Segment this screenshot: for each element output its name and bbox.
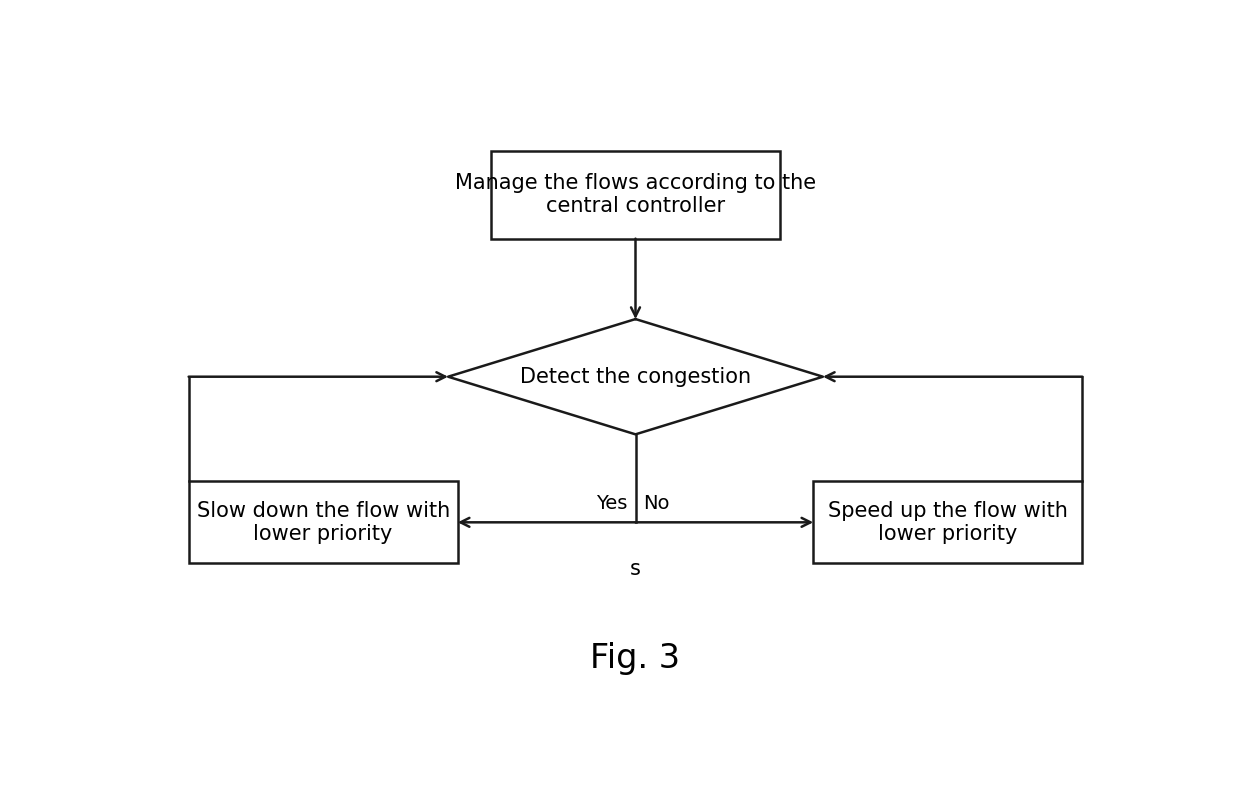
Text: Manage the flows according to the
central controller: Manage the flows according to the centra… xyxy=(455,173,816,216)
Text: Yes: Yes xyxy=(596,494,627,513)
FancyBboxPatch shape xyxy=(813,481,1083,563)
Text: Fig. 3: Fig. 3 xyxy=(590,642,681,675)
Text: No: No xyxy=(644,494,670,513)
FancyBboxPatch shape xyxy=(188,481,458,563)
FancyBboxPatch shape xyxy=(491,151,780,239)
Text: s: s xyxy=(630,559,641,578)
Text: Detect the congestion: Detect the congestion xyxy=(520,366,751,387)
Text: Slow down the flow with
lower priority: Slow down the flow with lower priority xyxy=(197,500,450,544)
Text: Speed up the flow with
lower priority: Speed up the flow with lower priority xyxy=(828,500,1068,544)
